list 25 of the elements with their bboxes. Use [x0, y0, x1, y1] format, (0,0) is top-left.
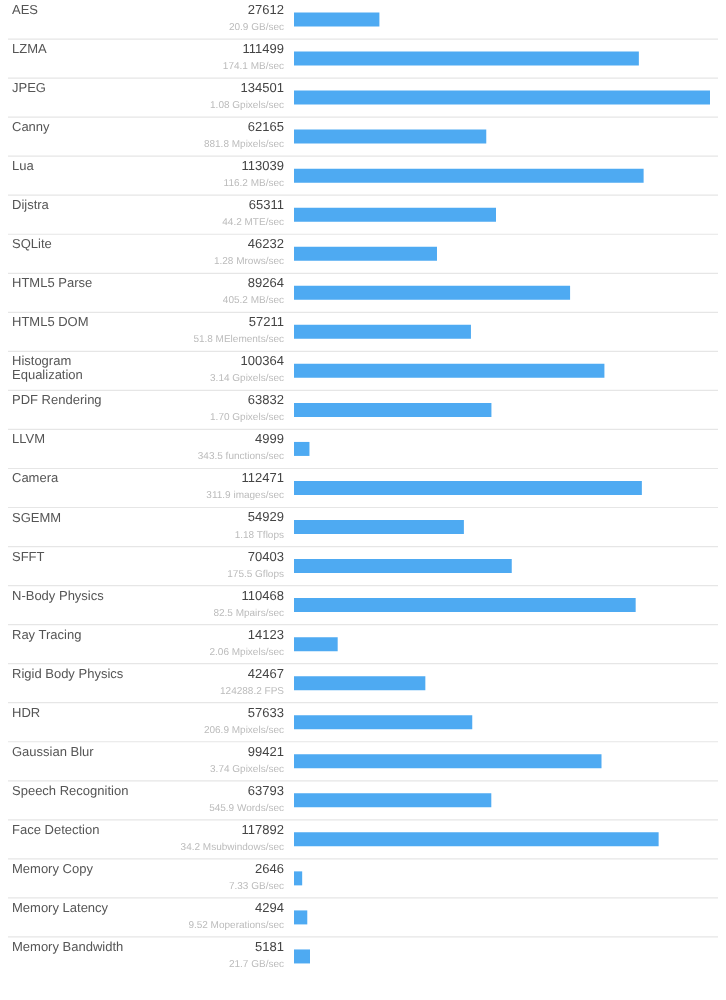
- bar: [294, 363, 605, 378]
- bar: [294, 637, 338, 652]
- bar: [294, 402, 492, 417]
- bar: [294, 207, 496, 222]
- bar: [294, 598, 636, 613]
- bar: [294, 910, 308, 925]
- bar: [294, 441, 310, 456]
- bar: [294, 129, 487, 144]
- bar: [294, 715, 473, 730]
- bar: [294, 754, 602, 769]
- bar: [294, 324, 471, 339]
- bar: [294, 285, 571, 300]
- bar: [294, 168, 644, 183]
- bar: [294, 246, 437, 261]
- bar: [294, 90, 710, 105]
- bar: [294, 51, 639, 66]
- bar: [294, 949, 311, 964]
- bar: [294, 559, 512, 574]
- bar: [294, 871, 303, 886]
- bar: [294, 793, 492, 808]
- bar: [294, 676, 426, 691]
- bar: [294, 480, 642, 495]
- bar: [294, 12, 380, 27]
- bar: [294, 520, 464, 535]
- bar: [294, 832, 659, 847]
